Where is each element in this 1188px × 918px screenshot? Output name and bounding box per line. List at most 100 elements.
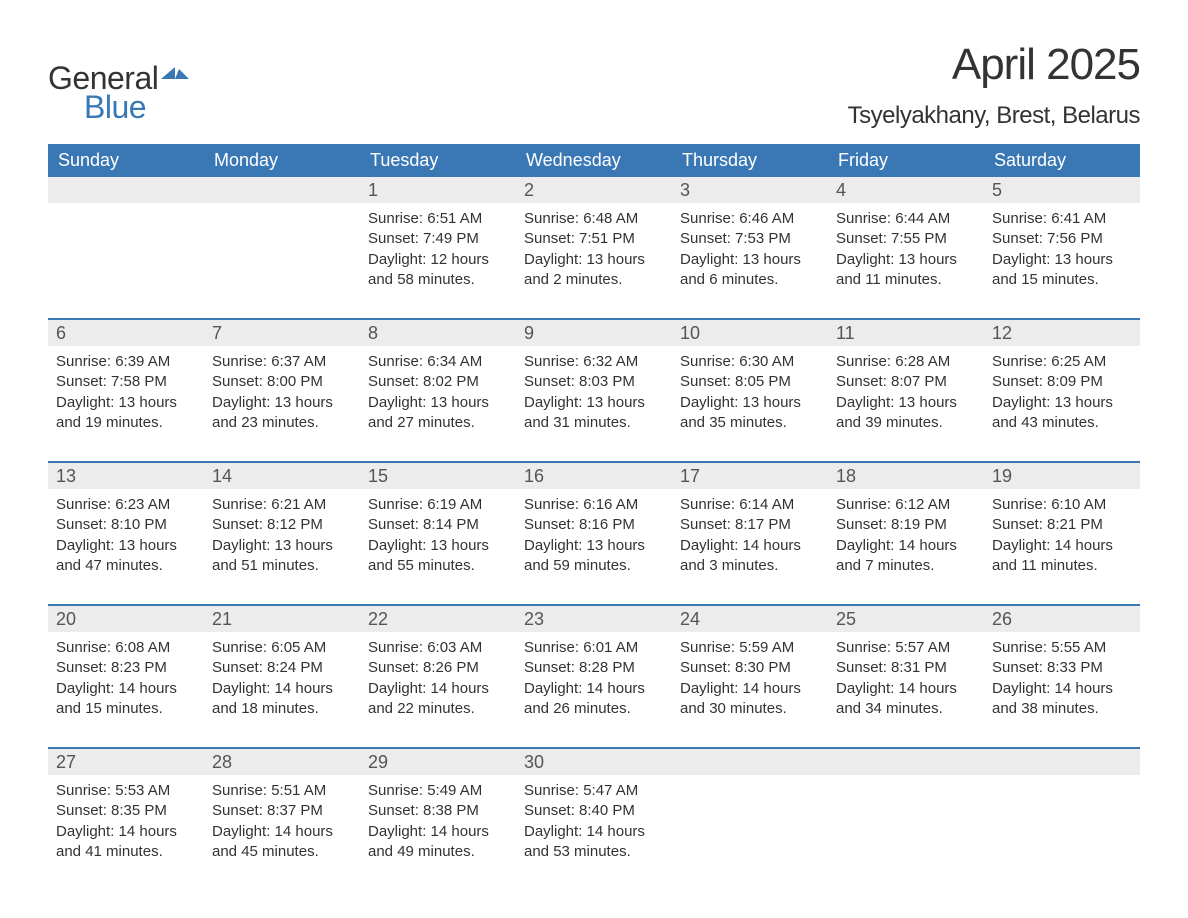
calendar-day-cell: 20Sunrise: 6:08 AMSunset: 8:23 PMDayligh…	[48, 605, 204, 748]
calendar-day-cell: 2Sunrise: 6:48 AMSunset: 7:51 PMDaylight…	[516, 177, 672, 319]
calendar-day-cell: 8Sunrise: 6:34 AMSunset: 8:02 PMDaylight…	[360, 319, 516, 462]
sunset-line: Sunset: 8:03 PM	[524, 372, 664, 392]
sunrise-line: Sunrise: 5:59 AM	[680, 638, 820, 658]
day-content: Sunrise: 5:55 AMSunset: 8:33 PMDaylight:…	[984, 632, 1140, 747]
day-number: 7	[204, 320, 360, 346]
day-content: Sunrise: 6:48 AMSunset: 7:51 PMDaylight:…	[516, 203, 672, 318]
daylight-line: Daylight: 13 hours and 43 minutes.	[992, 393, 1132, 434]
sunset-line: Sunset: 7:56 PM	[992, 229, 1132, 249]
calendar-day-cell	[204, 177, 360, 319]
sunset-line: Sunset: 7:53 PM	[680, 229, 820, 249]
day-content	[984, 775, 1140, 885]
daylight-line: Daylight: 14 hours and 22 minutes.	[368, 679, 508, 720]
calendar-day-cell: 29Sunrise: 5:49 AMSunset: 8:38 PMDayligh…	[360, 748, 516, 890]
calendar-day-cell	[672, 748, 828, 890]
calendar-day-cell: 25Sunrise: 5:57 AMSunset: 8:31 PMDayligh…	[828, 605, 984, 748]
header: General Blue April 2025 Tsyelyakhany, Br…	[48, 40, 1140, 130]
sunset-line: Sunset: 8:23 PM	[56, 658, 196, 678]
sunset-line: Sunset: 7:58 PM	[56, 372, 196, 392]
sunset-line: Sunset: 8:07 PM	[836, 372, 976, 392]
day-content: Sunrise: 6:21 AMSunset: 8:12 PMDaylight:…	[204, 489, 360, 604]
sunrise-line: Sunrise: 6:46 AM	[680, 209, 820, 229]
daylight-line: Daylight: 14 hours and 7 minutes.	[836, 536, 976, 577]
month-title: April 2025	[848, 40, 1140, 90]
sunset-line: Sunset: 8:12 PM	[212, 515, 352, 535]
sunset-line: Sunset: 8:21 PM	[992, 515, 1132, 535]
daylight-line: Daylight: 13 hours and 23 minutes.	[212, 393, 352, 434]
calendar-day-cell: 12Sunrise: 6:25 AMSunset: 8:09 PMDayligh…	[984, 319, 1140, 462]
day-content	[48, 203, 204, 313]
sunset-line: Sunset: 8:17 PM	[680, 515, 820, 535]
sunrise-line: Sunrise: 6:25 AM	[992, 352, 1132, 372]
day-number: 6	[48, 320, 204, 346]
day-number: 1	[360, 177, 516, 203]
daylight-line: Daylight: 13 hours and 6 minutes.	[680, 250, 820, 291]
day-content: Sunrise: 6:39 AMSunset: 7:58 PMDaylight:…	[48, 346, 204, 461]
day-content: Sunrise: 6:37 AMSunset: 8:00 PMDaylight:…	[204, 346, 360, 461]
calendar-day-cell: 6Sunrise: 6:39 AMSunset: 7:58 PMDaylight…	[48, 319, 204, 462]
sunrise-line: Sunrise: 5:47 AM	[524, 781, 664, 801]
day-number: 19	[984, 463, 1140, 489]
daylight-line: Daylight: 13 hours and 2 minutes.	[524, 250, 664, 291]
calendar-week-row: 20Sunrise: 6:08 AMSunset: 8:23 PMDayligh…	[48, 605, 1140, 748]
sunrise-line: Sunrise: 6:48 AM	[524, 209, 664, 229]
day-number	[984, 749, 1140, 775]
day-content: Sunrise: 6:08 AMSunset: 8:23 PMDaylight:…	[48, 632, 204, 747]
day-content: Sunrise: 5:49 AMSunset: 8:38 PMDaylight:…	[360, 775, 516, 890]
day-number: 12	[984, 320, 1140, 346]
sunset-line: Sunset: 8:35 PM	[56, 801, 196, 821]
weekday-header: Wednesday	[516, 144, 672, 177]
calendar-header-row: SundayMondayTuesdayWednesdayThursdayFrid…	[48, 144, 1140, 177]
daylight-line: Daylight: 13 hours and 19 minutes.	[56, 393, 196, 434]
day-content: Sunrise: 6:19 AMSunset: 8:14 PMDaylight:…	[360, 489, 516, 604]
daylight-line: Daylight: 13 hours and 59 minutes.	[524, 536, 664, 577]
day-number: 23	[516, 606, 672, 632]
day-content: Sunrise: 6:34 AMSunset: 8:02 PMDaylight:…	[360, 346, 516, 461]
sunrise-line: Sunrise: 6:19 AM	[368, 495, 508, 515]
calendar-day-cell: 26Sunrise: 5:55 AMSunset: 8:33 PMDayligh…	[984, 605, 1140, 748]
calendar-day-cell: 15Sunrise: 6:19 AMSunset: 8:14 PMDayligh…	[360, 462, 516, 605]
daylight-line: Daylight: 13 hours and 47 minutes.	[56, 536, 196, 577]
day-content: Sunrise: 6:03 AMSunset: 8:26 PMDaylight:…	[360, 632, 516, 747]
day-content: Sunrise: 6:10 AMSunset: 8:21 PMDaylight:…	[984, 489, 1140, 604]
calendar-day-cell: 3 Sunrise: 6:46 AMSunset: 7:53 PMDaylight…	[672, 177, 828, 319]
calendar-day-cell: 28Sunrise: 5:51 AMSunset: 8:37 PMDayligh…	[204, 748, 360, 890]
sunrise-line: Sunrise: 6:30 AM	[680, 352, 820, 372]
calendar-day-cell: 21Sunrise: 6:05 AMSunset: 8:24 PMDayligh…	[204, 605, 360, 748]
day-number: 16	[516, 463, 672, 489]
weekday-header: Sunday	[48, 144, 204, 177]
sunset-line: Sunset: 8:33 PM	[992, 658, 1132, 678]
calendar-day-cell: 19Sunrise: 6:10 AMSunset: 8:21 PMDayligh…	[984, 462, 1140, 605]
day-number	[672, 749, 828, 775]
sunrise-line: Sunrise: 6:12 AM	[836, 495, 976, 515]
day-number: 20	[48, 606, 204, 632]
day-number: 27	[48, 749, 204, 775]
daylight-line: Daylight: 12 hours and 58 minutes.	[368, 250, 508, 291]
daylight-line: Daylight: 14 hours and 3 minutes.	[680, 536, 820, 577]
calendar-week-row: 6Sunrise: 6:39 AMSunset: 7:58 PMDaylight…	[48, 319, 1140, 462]
day-number: 28	[204, 749, 360, 775]
day-number	[828, 749, 984, 775]
sunrise-line: Sunrise: 6:16 AM	[524, 495, 664, 515]
day-number	[204, 177, 360, 203]
day-content: Sunrise: 6:41 AMSunset: 7:56 PMDaylight:…	[984, 203, 1140, 318]
day-number: 3	[672, 177, 828, 203]
sunrise-line: Sunrise: 6:28 AM	[836, 352, 976, 372]
calendar-day-cell: 9Sunrise: 6:32 AMSunset: 8:03 PMDaylight…	[516, 319, 672, 462]
sunrise-line: Sunrise: 6:34 AM	[368, 352, 508, 372]
logo-word-blue: Blue	[84, 89, 189, 126]
day-number: 4	[828, 177, 984, 203]
sunrise-line: Sunrise: 6:37 AM	[212, 352, 352, 372]
daylight-line: Daylight: 13 hours and 51 minutes.	[212, 536, 352, 577]
sunrise-line: Sunrise: 6:44 AM	[836, 209, 976, 229]
daylight-line: Daylight: 13 hours and 31 minutes.	[524, 393, 664, 434]
day-content: Sunrise: 6:32 AMSunset: 8:03 PMDaylight:…	[516, 346, 672, 461]
sunset-line: Sunset: 8:26 PM	[368, 658, 508, 678]
calendar-day-cell: 16Sunrise: 6:16 AMSunset: 8:16 PMDayligh…	[516, 462, 672, 605]
day-number	[48, 177, 204, 203]
calendar-day-cell	[828, 748, 984, 890]
location: Tsyelyakhany, Brest, Belarus	[848, 102, 1140, 130]
day-content	[828, 775, 984, 885]
calendar-day-cell: 10Sunrise: 6:30 AMSunset: 8:05 PMDayligh…	[672, 319, 828, 462]
sunrise-line: Sunrise: 6:01 AM	[524, 638, 664, 658]
